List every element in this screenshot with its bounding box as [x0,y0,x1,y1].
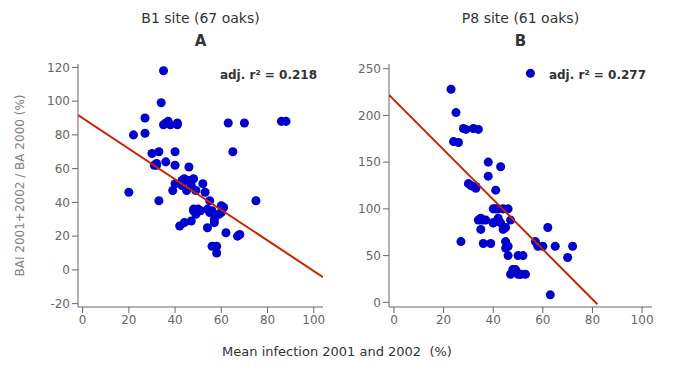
svg-text:0: 0 [62,263,70,277]
svg-text:0: 0 [390,313,398,327]
html-text:A: A [194,32,207,50]
svg-text:100: 100 [358,202,381,216]
svg-text:40: 40 [167,313,182,327]
svg-text:50: 50 [366,249,381,263]
svg-text:100: 100 [47,94,70,108]
html-text:P8 site (61 oaks): P8 site (61 oaks) [461,10,580,26]
svg-text:-20: -20 [50,297,70,311]
svg-text:40: 40 [55,196,70,210]
svg-text:80: 80 [55,128,70,142]
html-text:adj. r² = 0.277: adj. r² = 0.277 [548,68,646,82]
html-text:Mean infection 2001 and 2002 (: Mean infection 2001 and 2002 (%) [222,344,452,359]
svg-text:100: 100 [302,313,325,327]
html-text:B1 site (67 oaks): B1 site (67 oaks) [141,10,260,26]
svg-text:60: 60 [214,313,229,327]
svg-text:100: 100 [631,313,654,327]
svg-text:BAI 2001+2002 / BA 2000 (%): BAI 2001+2002 / BA 2000 (%) [13,95,27,277]
svg-text:60: 60 [55,162,70,176]
svg-text:120: 120 [47,61,70,75]
svg-text:0: 0 [373,296,381,310]
svg-text:20: 20 [436,313,451,327]
html-text:B: B [514,32,527,50]
svg-text:20: 20 [121,313,136,327]
svg-text:80: 80 [260,313,275,327]
svg-text:0: 0 [79,313,87,327]
svg-text:200: 200 [358,109,381,123]
svg-text:80: 80 [585,313,600,327]
svg-text:20: 20 [55,229,70,243]
svg-text:250: 250 [358,62,381,76]
svg-text:40: 40 [486,313,501,327]
svg-text:60: 60 [535,313,550,327]
svg-text:150: 150 [358,155,381,169]
html-text:adj. r² = 0.218: adj. r² = 0.218 [219,68,317,82]
